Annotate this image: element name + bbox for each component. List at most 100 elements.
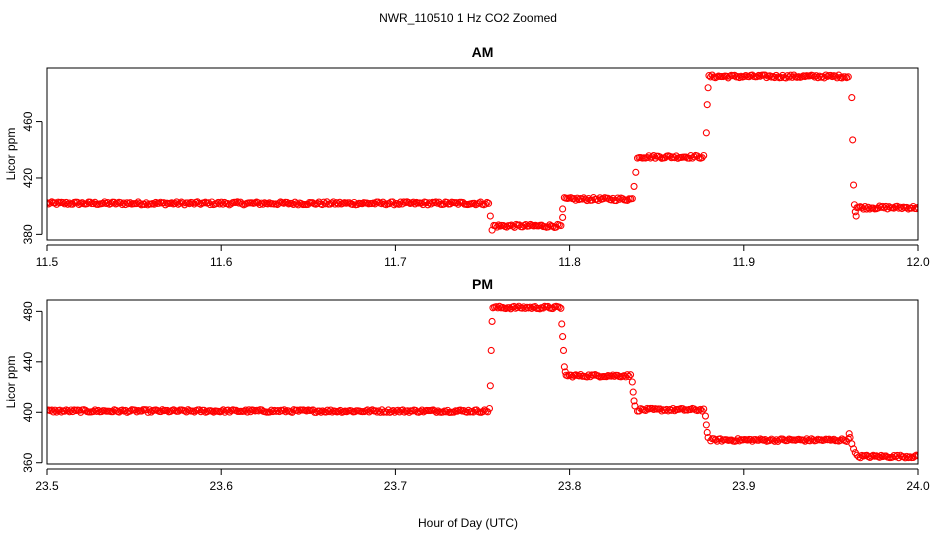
pm-segment-1-point: [526, 303, 534, 311]
am-transition-point: [704, 84, 712, 92]
pm-segment-4-point: [727, 436, 736, 444]
pm-transition-point: [846, 433, 854, 442]
pm-segment-1-point: [555, 303, 563, 311]
pm-segment-0-point: [47, 406, 51, 414]
am-segment-4-point: [735, 74, 743, 82]
am-segment-0-point: [288, 199, 296, 207]
pm-segment-1-point: [510, 302, 518, 311]
pm-x-tick-label: 24.0: [906, 479, 930, 493]
pm-transition-point: [704, 433, 712, 442]
pm-transition-point: [487, 346, 495, 355]
pm-segment-0-point: [138, 407, 146, 415]
pm-transition-point: [488, 317, 496, 326]
figure-x-axis-label: Hour of Day (UTC): [418, 516, 518, 530]
pm-data-points: [47, 302, 918, 462]
pm-y-tick-label: 480: [21, 301, 35, 321]
am-transition-point: [559, 213, 567, 221]
pm-segment-4-point: [771, 437, 779, 445]
am-segment-0-point: [185, 200, 193, 208]
am-segment-5-point: [914, 203, 918, 211]
am-transition-point: [630, 182, 638, 190]
pm-segment-0-point: [246, 408, 255, 416]
pm-segment-0-point: [51, 406, 59, 414]
pm-segment-0-point: [69, 408, 77, 416]
am-segment-2-point: [623, 196, 632, 204]
am-transition-point: [702, 129, 710, 137]
am-segment-4-point: [822, 71, 830, 79]
pm-panel: PM 23.5 23.6 23.7 23.8 23.9 24.0 360 400 440 480 Li…: [4, 276, 930, 493]
pm-segment-3-point: [687, 405, 695, 414]
pm-x-tick-label: 23.6: [210, 479, 234, 493]
pm-segment-0-point: [450, 408, 458, 416]
am-transition-point: [632, 168, 640, 176]
am-segment-4-point: [827, 71, 835, 80]
pm-segment-4-point: [735, 437, 744, 445]
am-segment-2-point: [581, 195, 589, 203]
am-segment-3-point: [656, 153, 664, 161]
am-segment-0-point: [171, 199, 179, 207]
pm-x-tick-label: 23.9: [732, 479, 756, 493]
pm-segment-0-point: [195, 406, 203, 414]
pm-segment-2-point: [620, 372, 628, 380]
am-transition-point: [848, 94, 856, 102]
pm-segment-0-point: [456, 406, 465, 414]
pm-segment-0-point: [388, 407, 396, 416]
am-segment-5-point: [863, 205, 871, 213]
pm-transition-point: [629, 388, 637, 396]
pm-y-tick-label: 400: [21, 402, 35, 422]
am-panel: AM 11.5 11.6 11.7 11.8 11.9 12.0 380 420 460Licor…: [4, 44, 930, 269]
am-segment-0-point: [417, 199, 425, 207]
am-segment-4-point: [769, 73, 777, 81]
pm-y-tick-label: 440: [21, 351, 35, 371]
am-segment-4-point: [815, 72, 824, 80]
am-panel-title: AM: [472, 44, 494, 60]
pm-segment-0-point: [189, 407, 197, 415]
am-segment-4-point: [777, 74, 785, 82]
am-data-points: [47, 71, 918, 234]
pm-x-tick-label: 23.5: [35, 479, 59, 493]
am-segment-1-point: [557, 222, 565, 230]
pm-transition-point: [701, 412, 710, 420]
am-segment-0-point: [353, 200, 361, 209]
pm-segment-0-point: [133, 408, 141, 416]
pm-transition-point: [486, 382, 494, 390]
am-segment-0-point: [283, 198, 291, 206]
pm-segment-5-point: [877, 451, 885, 459]
pm-segment-0-point: [431, 407, 439, 415]
am-segment-3-point: [643, 153, 651, 162]
am-x-tick-label: 11.8: [558, 255, 581, 269]
am-x-tick-label: 11.9: [733, 255, 756, 269]
am-segment-2-point: [599, 195, 607, 203]
pm-segment-3-point: [696, 405, 705, 413]
pm-segment-0-point: [232, 406, 240, 414]
am-transition-point: [559, 205, 567, 213]
am-transition-point: [488, 226, 496, 234]
am-segment-4-point: [753, 73, 761, 81]
pm-segment-3-point: [663, 405, 671, 414]
am-segment-4-point: [756, 72, 764, 80]
pm-segment-0-point: [479, 408, 487, 416]
am-segment-2-point: [628, 195, 636, 203]
am-x-tick-label: 11.5: [36, 255, 59, 269]
am-transition-point: [852, 212, 860, 220]
pm-x-tick-label: 23.7: [384, 479, 408, 493]
pm-segment-0-point: [484, 408, 492, 416]
pm-segment-0-point: [312, 408, 320, 416]
pm-segment-0-point: [389, 406, 397, 415]
am-segment-0-point: [265, 199, 273, 207]
am-segment-4-point: [787, 71, 795, 79]
am-segment-0-point: [62, 198, 70, 206]
am-segment-0-point: [259, 200, 267, 208]
pm-segment-3-point: [667, 406, 675, 414]
pm-panel-title: PM: [472, 276, 493, 292]
am-segment-4-point: [831, 72, 840, 80]
pm-segment-5-point: [903, 452, 911, 460]
pm-segment-0-point: [315, 407, 324, 415]
am-segment-0-point: [168, 199, 176, 207]
am-segment-0-point: [481, 200, 489, 208]
pm-segment-0-point: [157, 408, 165, 416]
pm-segment-0-point: [49, 408, 57, 416]
pm-segment-2-point: [625, 372, 633, 380]
am-segment-4-point: [838, 74, 846, 82]
am-plot-frame: [46, 67, 919, 241]
